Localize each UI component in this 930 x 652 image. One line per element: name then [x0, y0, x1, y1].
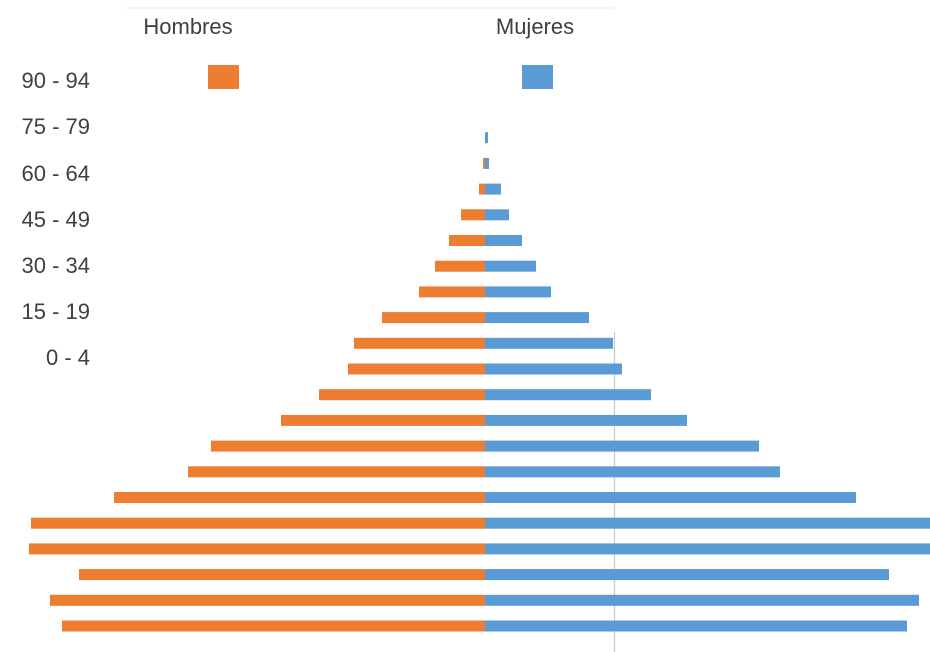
bar-hombres-8	[281, 414, 485, 426]
bar-mujeres-8	[485, 414, 687, 426]
bar-mujeres-12	[485, 312, 589, 324]
bar-mujeres-15	[485, 235, 522, 246]
bar-mujeres-3	[485, 543, 930, 555]
bar-hombres-13	[419, 286, 485, 298]
bar-mujeres-5	[485, 492, 856, 503]
bar-mujeres-14	[485, 260, 536, 272]
y-tick-label: 90 - 94	[22, 68, 91, 93]
y-tick-label: 75 - 79	[22, 114, 91, 139]
bar-hombres-2	[79, 569, 485, 581]
bar-hombres-16	[461, 209, 485, 221]
bars-layer	[29, 132, 930, 632]
y-axis-tick-labels: 90 - 94 75 - 79 60 - 64 45 - 49 30 - 34 …	[22, 68, 91, 370]
bar-hombres-12	[382, 312, 485, 324]
bar-hombres-11	[354, 337, 485, 349]
bar-hombres-14	[435, 260, 485, 272]
bar-mujeres-11	[485, 337, 613, 349]
bar-hombres-9	[319, 389, 485, 401]
bar-hombres-17	[479, 183, 485, 195]
bar-mujeres-17	[485, 183, 501, 195]
bar-mujeres-7	[485, 440, 759, 452]
axis-layer	[125, 7, 616, 652]
legend-swatch-hombres	[208, 65, 239, 89]
bar-mujeres-13	[485, 286, 551, 298]
bar-hombres-6	[188, 466, 485, 478]
y-tick-label: 60 - 64	[22, 161, 91, 186]
y-tick-label: 15 - 19	[22, 299, 91, 324]
bar-hombres-18	[483, 157, 485, 169]
bar-mujeres-10	[485, 363, 622, 375]
bar-hombres-15	[449, 235, 485, 246]
y-tick-label: 45 - 49	[22, 207, 91, 232]
bar-mujeres-1	[485, 594, 919, 606]
bar-hombres-1	[50, 594, 485, 606]
bar-hombres-5	[114, 492, 485, 503]
bar-mujeres-4	[485, 517, 930, 529]
legend-label-mujeres: Mujeres	[496, 14, 574, 39]
bar-hombres-3	[29, 543, 485, 555]
bar-hombres-7	[211, 440, 485, 452]
y-tick-label: 0 - 4	[46, 345, 90, 370]
legend-swatch-mujeres	[522, 65, 553, 89]
bar-hombres-10	[348, 363, 485, 375]
bar-mujeres-16	[485, 209, 509, 221]
bar-hombres-4	[31, 517, 485, 529]
y-tick-label: 30 - 34	[22, 253, 91, 278]
bar-mujeres-6	[485, 466, 780, 478]
bar-mujeres-19	[485, 132, 488, 144]
bar-mujeres-18	[485, 157, 489, 169]
bar-mujeres-2	[485, 569, 889, 581]
bar-mujeres-0	[485, 620, 907, 632]
bar-hombres-0	[62, 620, 485, 632]
legend: Hombres Mujeres	[143, 14, 574, 89]
legend-label-hombres: Hombres	[143, 14, 232, 39]
bar-mujeres-9	[485, 389, 651, 401]
